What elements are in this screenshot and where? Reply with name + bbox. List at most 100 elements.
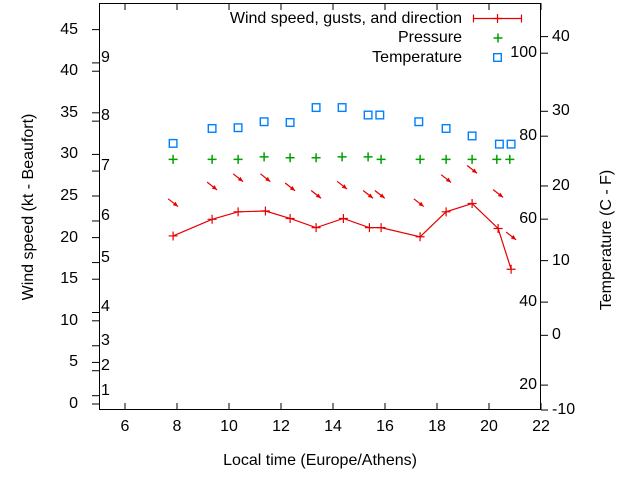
y-axis-title-left: Wind speed (kt - Beaufort) — [20, 113, 37, 301]
x-tick-label: 16 — [376, 418, 394, 435]
fahrenheit-tick-label: 60 — [519, 210, 537, 228]
pressure-marker — [233, 154, 243, 164]
celsius-tick-label: 40 — [552, 27, 570, 45]
x-tick-label: 8 — [172, 418, 182, 435]
temperature-marker — [207, 123, 217, 133]
knots-tick-label: 30 — [60, 145, 78, 163]
celsius-tick-label: 10 — [552, 251, 570, 269]
pressure-marker — [441, 154, 451, 164]
fahrenheit-tick-label: 20 — [519, 376, 537, 394]
gust-arrow-head — [237, 176, 244, 182]
wind-speed-marker — [467, 199, 477, 209]
gust-arrow-head — [265, 176, 271, 182]
pressure-marker — [168, 154, 178, 164]
temperature-marker — [363, 110, 373, 120]
pressure-marker — [376, 154, 386, 164]
wind-speed-marker — [506, 264, 516, 274]
x-axis-title: Local time (Europe/Athens) — [223, 452, 417, 469]
pressure-marker — [505, 154, 515, 164]
legend-item-temperature: Temperature — [372, 49, 462, 66]
wind-speed-marker — [260, 206, 270, 216]
knots-tick-label: 0 — [69, 395, 78, 412]
wind-speed-marker — [338, 213, 348, 223]
temperature-marker — [285, 117, 295, 127]
wind-speed-line — [172, 202, 512, 270]
legend-temperature-sample — [493, 53, 503, 63]
wind-speed-marker — [493, 223, 503, 233]
y-axis-title-right: Temperature (C - F) — [598, 169, 615, 311]
pressure-marker — [311, 153, 321, 163]
x-tick-label: 18 — [428, 418, 446, 435]
fahrenheit-tick-label: 80 — [519, 127, 537, 145]
x-tick-label: 6 — [120, 418, 130, 435]
x-tick-label: 22 — [532, 418, 550, 435]
knots-tick-label: 10 — [60, 311, 78, 329]
wind-speed-marker — [233, 207, 243, 217]
knots-tick-label: 35 — [60, 103, 78, 121]
pressure-marker — [363, 152, 373, 162]
gust-arrow-head — [315, 193, 322, 199]
pressure-marker — [415, 154, 425, 164]
temperature-marker — [337, 103, 347, 113]
gust-arrow-head — [211, 185, 218, 190]
temperature-marker — [233, 123, 243, 133]
wind-speed-marker — [207, 214, 217, 224]
temperature-marker — [259, 117, 269, 127]
beaufort-tick-label: 5 — [101, 248, 110, 266]
wind-speed-marker — [364, 223, 374, 233]
x-tick-label: 12 — [272, 418, 290, 435]
beaufort-tick-label: 9 — [101, 48, 110, 66]
wind-speed-marker — [311, 223, 321, 233]
x-tick-label: 14 — [324, 418, 342, 435]
celsius-tick-label: 0 — [552, 326, 561, 344]
pressure-marker — [207, 154, 217, 164]
wind-speed-marker — [415, 232, 425, 242]
legend-item-wind: Wind speed, gusts, and direction — [229, 10, 462, 27]
temperature-marker — [506, 139, 516, 149]
knots-tick-label: 20 — [60, 228, 78, 246]
gust-arrow-head — [289, 185, 296, 191]
x-tick-label: 10 — [220, 418, 238, 435]
gust-arrow-head — [497, 192, 504, 198]
beaufort-tick-label: 7 — [101, 157, 110, 175]
celsius-tick-label: 30 — [552, 102, 570, 120]
fahrenheit-tick-label: 40 — [519, 293, 537, 311]
knots-tick-label: 15 — [60, 270, 78, 288]
gust-arrow-head — [471, 168, 478, 174]
gust-arrow-head — [445, 177, 452, 183]
temperature-marker — [441, 123, 451, 133]
celsius-tick-label: -10 — [552, 401, 576, 418]
knots-tick-label: 25 — [60, 187, 78, 205]
legend-item-pressure: Pressure — [397, 29, 462, 46]
temperature-marker — [467, 131, 477, 141]
wind-speed-marker — [285, 213, 295, 223]
celsius-tick-label: 20 — [552, 176, 570, 194]
legend-pressure-sample — [493, 33, 503, 43]
pressure-marker — [467, 154, 477, 164]
knots-tick-label: 45 — [60, 20, 78, 38]
beaufort-tick-label: 1 — [101, 381, 110, 399]
gust-arrow-head — [379, 193, 385, 199]
temperature-marker — [375, 110, 385, 120]
fahrenheit-tick-label: 100 — [510, 44, 537, 62]
beaufort-tick-label: 6 — [101, 206, 110, 224]
beaufort-tick-label: 8 — [101, 107, 110, 125]
pressure-marker — [285, 153, 295, 163]
legend-wind-sample-cross — [493, 14, 502, 23]
pressure-marker — [337, 152, 347, 162]
knots-tick-label: 40 — [60, 62, 78, 80]
gust-arrow-head — [418, 201, 424, 207]
wind-speed-marker — [441, 207, 451, 217]
x-tick-label: 20 — [480, 418, 498, 435]
beaufort-tick-label: 4 — [101, 298, 110, 316]
beaufort-tick-label: 3 — [101, 331, 110, 349]
gust-arrow-head — [510, 235, 517, 240]
gust-arrow-head — [341, 184, 348, 190]
temperature-marker — [168, 138, 178, 148]
gust-arrow-head — [367, 193, 374, 199]
knots-tick-label: 5 — [69, 353, 78, 371]
beaufort-tick-label: 2 — [101, 356, 110, 374]
wind-speed-marker — [168, 231, 178, 241]
